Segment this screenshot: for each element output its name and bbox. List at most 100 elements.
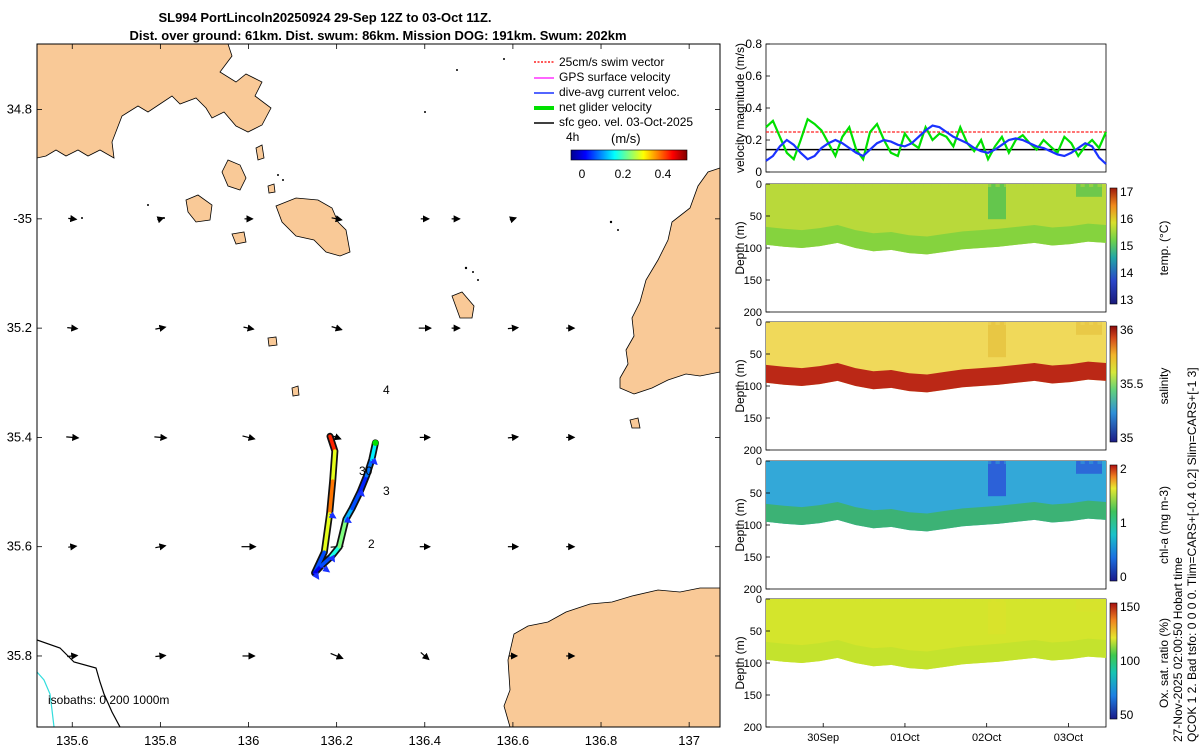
velocity-ytick-label: 0.6 — [745, 69, 762, 83]
temp-section-bottom-layer — [766, 223, 1106, 255]
temp-profile-mark — [859, 184, 864, 187]
chl-section-patch — [988, 461, 1006, 497]
temp-profile-mark — [1063, 184, 1068, 187]
track-end-marker — [372, 439, 379, 446]
temp-profile-mark — [1038, 184, 1043, 187]
dive-avg-arrow — [357, 489, 365, 497]
chl-profile-mark — [978, 461, 983, 464]
chl-profile-mark — [842, 461, 847, 464]
chl-profile-mark — [1089, 461, 1094, 464]
day-label-3: 3 — [383, 484, 390, 498]
land-island-chain — [275, 197, 351, 257]
chl-colorbar-tick: 2 — [1120, 462, 1127, 476]
sal-profile-mark — [970, 322, 975, 325]
temp-section-patch — [988, 184, 1006, 220]
track-segment — [328, 434, 337, 453]
sal-profile-mark — [1072, 322, 1077, 325]
chl-profile-mark — [774, 461, 779, 464]
sal-section-patch — [1076, 322, 1102, 335]
sal-profile-mark — [774, 322, 779, 325]
chl-profile-mark — [1029, 461, 1034, 464]
temp-profile-mark — [927, 184, 932, 187]
chl-profile-mark — [987, 461, 992, 464]
chl-profile-mark — [910, 461, 915, 464]
map-legend: 25cm/s swim vector GPS surface velocity … — [528, 52, 714, 181]
temp-profile-mark — [783, 184, 788, 187]
map-xtick-label: 137 — [678, 733, 700, 748]
ox-colorbar-tick: 150 — [1120, 600, 1140, 614]
chl-profile-mark — [936, 461, 941, 464]
chl-ytick-label: 150 — [744, 552, 762, 564]
ox-profile-mark — [1097, 599, 1102, 602]
ox-profile-mark — [783, 599, 788, 602]
chl-profile-mark — [1004, 461, 1009, 464]
chl-profile-mark — [944, 461, 949, 464]
temp-colorbar-tick: 15 — [1120, 239, 1134, 253]
sal-section-patch — [988, 322, 1006, 358]
chl-profile-mark — [919, 461, 924, 464]
ox-profile-mark — [1029, 599, 1034, 602]
velocity-ylabel: velocity magnitude (m/s) — [733, 43, 747, 173]
chl-profile-mark — [893, 461, 898, 464]
temp-profile-mark — [851, 184, 856, 187]
geo-velocity-arrow — [155, 652, 167, 660]
legend-interval: 4h — [566, 130, 579, 144]
velocity-lines — [765, 117, 1108, 165]
velocity-line-net-glider-velocity — [765, 117, 1108, 162]
land-yorke-peninsula — [619, 167, 720, 395]
temp-profile-mark — [842, 184, 847, 187]
temp-profile-mark — [1029, 184, 1034, 187]
temp-ytick-label: 100 — [744, 243, 762, 255]
geo-velocity-arrow — [243, 324, 255, 332]
sal-colorbar-label: salinity — [1157, 368, 1171, 405]
velocity-line-dive-avg-current-veloc- — [765, 124, 1107, 165]
geo-velocity-arrow — [156, 216, 165, 224]
ox-profile-mark — [910, 599, 915, 602]
temp-profile-mark — [774, 184, 779, 187]
map-xtick-label: 136.2 — [320, 733, 353, 748]
sal-profile-mark — [902, 322, 907, 325]
sal-profile-mark — [791, 322, 796, 325]
temp-profile-mark — [1004, 184, 1009, 187]
geo-velocity-arrow — [331, 324, 343, 332]
sal-profile-mark — [766, 322, 771, 325]
map-ytick-label: 35.2 — [7, 320, 32, 335]
map-xtick-label: 136 — [238, 733, 260, 748]
geo-velocity-arrow — [420, 652, 430, 661]
sal-ytick-label: 200 — [744, 445, 762, 457]
title-line-2: Dist. over ground: 61km. Dist. swum: 86k… — [129, 28, 626, 43]
velocity-ytick-label: 0 — [755, 165, 762, 179]
sal-profile-mark — [1012, 322, 1017, 325]
temp-profile-mark — [944, 184, 949, 187]
chl-profile-mark — [1012, 461, 1017, 464]
temp-profile-mark — [953, 184, 958, 187]
temp-profile-mark — [995, 184, 1000, 187]
temp-profile-mark — [1097, 184, 1102, 187]
ox-profile-mark — [825, 599, 830, 602]
temp-profile-mark — [868, 184, 873, 187]
map-ytick-label: 35.6 — [7, 539, 32, 554]
map-ytick-label: 35.4 — [7, 429, 32, 444]
temp-profile-mark — [876, 184, 881, 187]
temp-profile-mark — [919, 184, 924, 187]
sal-profile-mark — [1038, 322, 1043, 325]
chl-profile-mark — [791, 461, 796, 464]
temp-profile-mark — [910, 184, 915, 187]
chl-colorbar — [1109, 464, 1118, 582]
chl-profile-mark — [1072, 461, 1077, 464]
dive-avg-arrow — [328, 554, 335, 563]
temp-profile-mark — [1089, 184, 1094, 187]
ox-profile-mark — [842, 599, 847, 602]
sal-section-panel: 0 50 100 150 200 Depth (m) 35 35.5 36 salinity — [733, 317, 1171, 457]
sal-colorbar-tick: 35.5 — [1120, 377, 1144, 391]
sal-colorbar — [1109, 325, 1118, 443]
temp-section-panel: 0 50 100 150 200 Depth (m) 13 14 15 16 17 temp. (°C… — [733, 179, 1171, 319]
sal-profile-mark — [961, 322, 966, 325]
sal-profile-mark — [995, 322, 1000, 325]
chl-profile-mark — [817, 461, 822, 464]
velocity-axis: 0 0.2 0.4 0.6 0.8 — [745, 37, 770, 179]
isobaths-label: isobaths: 0 200 1000m — [48, 693, 169, 707]
title-line-1: SL994 PortLincoln20250924 29-Sep 12Z to … — [158, 10, 491, 25]
